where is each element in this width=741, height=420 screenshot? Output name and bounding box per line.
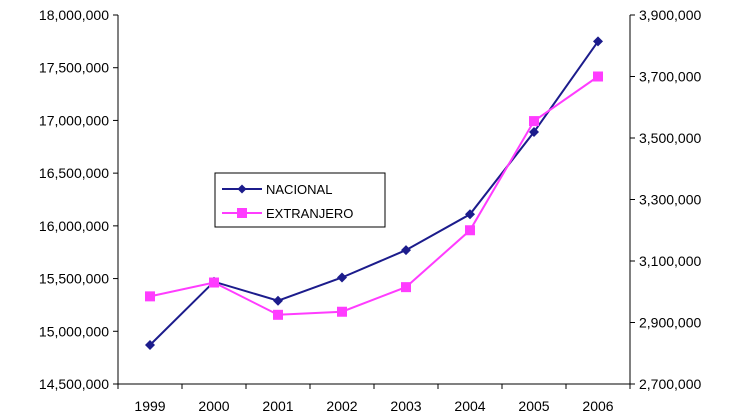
left-y-tick-label: 18,000,000 — [39, 7, 109, 23]
legend-label-extranjero: EXTRANJERO — [266, 206, 353, 221]
data-point-extranjero — [593, 71, 603, 82]
x-tick-label: 2003 — [390, 398, 421, 414]
data-point-nacional — [465, 209, 475, 220]
x-tick-label: 2005 — [518, 398, 549, 414]
x-tick-label: 2006 — [582, 398, 613, 414]
chart-legend: NACIONAL EXTRANJERO — [214, 172, 386, 228]
left-y-tick-label: 17,500,000 — [39, 60, 109, 76]
data-point-nacional — [401, 245, 411, 256]
x-tick-label: 2001 — [262, 398, 293, 414]
series-line-extranjero — [149, 75, 599, 316]
x-tick-label: 2004 — [454, 398, 485, 414]
legend-label-nacional: NACIONAL — [266, 182, 332, 197]
data-point-nacional — [273, 295, 283, 306]
data-point-extranjero — [209, 277, 219, 288]
data-point-nacional — [529, 127, 539, 138]
data-point-extranjero — [337, 306, 347, 317]
data-point-extranjero — [401, 282, 411, 293]
x-tick-label: 1999 — [134, 398, 165, 414]
left-y-tick-label: 17,000,000 — [39, 112, 109, 128]
x-tick-label: 2002 — [326, 398, 357, 414]
data-point-extranjero — [465, 225, 475, 236]
right-y-tick-label: 2,700,000 — [639, 376, 701, 392]
data-point-nacional — [593, 36, 603, 47]
legend-marker-extranjero — [237, 208, 247, 218]
x-tick-label: 2000 — [198, 398, 229, 414]
left-y-tick-label: 15,500,000 — [39, 271, 109, 287]
right-y-tick-label: 3,700,000 — [639, 69, 701, 85]
left-y-tick-label: 16,000,000 — [39, 218, 109, 234]
right-y-tick-label: 3,100,000 — [639, 253, 701, 269]
right-y-tick-label: 3,300,000 — [639, 192, 701, 208]
chart-ticks: 14,500,000 15,000,000 15,500,000 16,000,000… — [39, 7, 702, 414]
left-y-tick-label: 15,000,000 — [39, 323, 109, 339]
data-point-extranjero — [273, 309, 283, 320]
left-y-tick-label: 16,500,000 — [39, 165, 109, 181]
data-point-nacional — [145, 339, 155, 350]
left-y-tick-label: 14,500,000 — [39, 376, 109, 392]
legend-marker-nacional — [237, 184, 247, 194]
right-y-tick-label: 3,500,000 — [639, 130, 701, 146]
series-line-nacional — [149, 40, 599, 346]
chart-series — [145, 36, 603, 350]
data-point-extranjero — [145, 291, 155, 302]
right-y-tick-label: 3,900,000 — [639, 7, 701, 23]
data-point-nacional — [337, 272, 347, 283]
right-y-tick-label: 2,900,000 — [639, 315, 701, 331]
data-point-extranjero — [529, 116, 539, 127]
